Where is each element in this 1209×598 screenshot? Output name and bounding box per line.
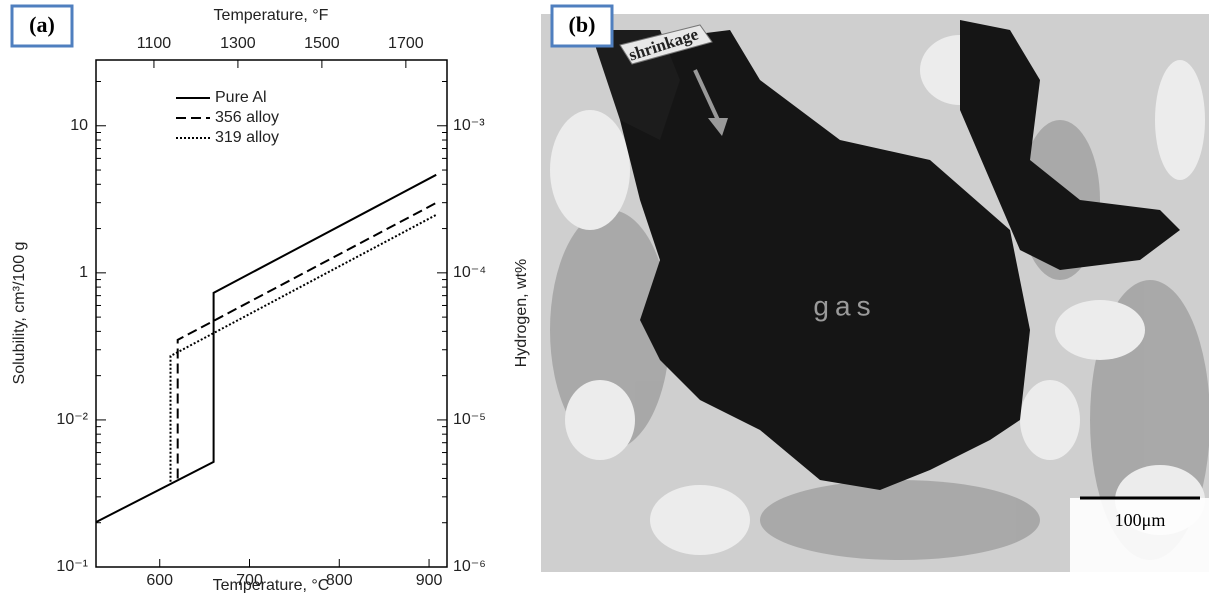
y2-axis-label: Hydrogen, wt% xyxy=(513,259,530,368)
y2-tick-label: 10⁻³ xyxy=(453,117,485,134)
y-axis-label: Solubility, cm³/100 g xyxy=(11,242,28,385)
x2-tick-label: 1500 xyxy=(304,35,340,52)
x2-tick-label: 1100 xyxy=(137,35,172,52)
panel-label: (a) xyxy=(29,12,55,37)
legend-label: 356 alloy xyxy=(215,109,279,126)
x-tick-label: 700 xyxy=(236,572,263,589)
series-line xyxy=(95,173,437,523)
x2-tick-label: 1300 xyxy=(220,35,256,52)
y-tick-label: 10 xyxy=(70,117,88,134)
panel-label: (b) xyxy=(569,12,596,37)
series-line xyxy=(169,213,437,482)
panel-label-box xyxy=(10,4,74,48)
y2-tick-label: 10⁻⁶ xyxy=(453,558,486,575)
legend-label: Pure Al xyxy=(215,89,267,106)
x-tick-label: 800 xyxy=(326,572,353,589)
plot-frame xyxy=(95,59,448,568)
legend-label: 319 alloy xyxy=(215,129,279,146)
x-tick-label: 900 xyxy=(416,572,443,589)
x-tick-label: 600 xyxy=(146,572,173,589)
series-line xyxy=(176,202,437,479)
annotation: gas xyxy=(813,290,876,321)
x2-tick-label: 1700 xyxy=(388,35,424,52)
micrograph: shrinkage gas 100μm (b) xyxy=(541,4,1209,572)
scale-bar-label: 100μm xyxy=(1115,510,1166,530)
y-tick-label: 1 xyxy=(79,264,88,281)
y2-tick-label: 10⁻⁵ xyxy=(453,411,486,428)
y-tick-label: 10⁻² xyxy=(56,411,88,428)
y2-tick-label: 10⁻⁴ xyxy=(453,264,486,281)
x-axis-label: Temperature, °C xyxy=(213,577,330,593)
y-tick-label: 10⁻¹ xyxy=(56,558,88,575)
x2-axis-label: Temperature, °F xyxy=(214,7,329,24)
